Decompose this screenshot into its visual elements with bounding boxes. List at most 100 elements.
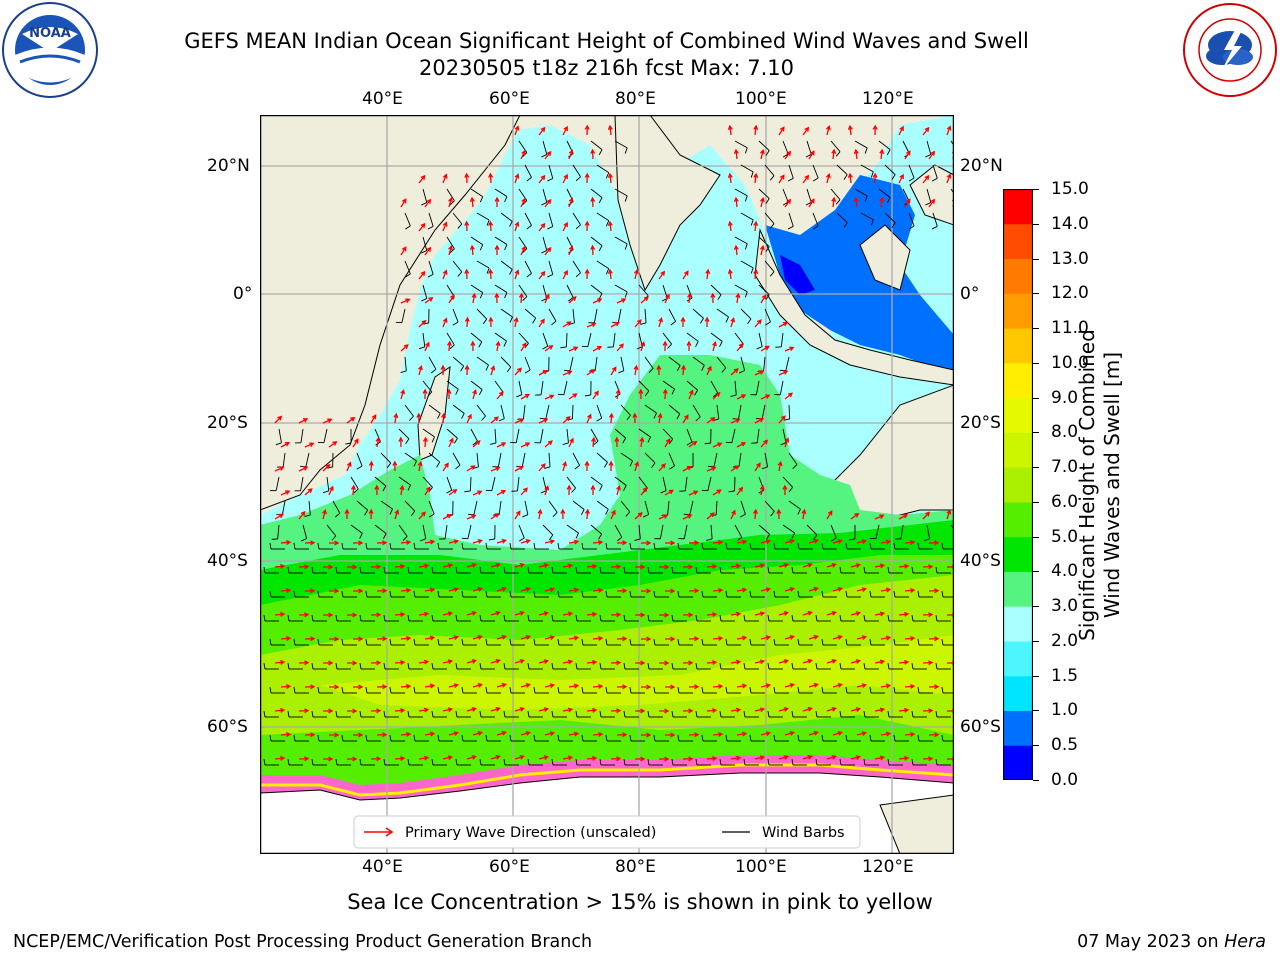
wind-barb-feather (626, 414, 631, 421)
lon-label-top-120e: 120°E (862, 89, 914, 109)
wind-barb-feather (557, 591, 560, 598)
wind-barb-feather (725, 543, 728, 550)
wind-barb-feather (701, 365, 705, 371)
wave-direction-arrowhead (590, 196, 596, 202)
wind-barb-feather (766, 533, 770, 540)
wind-barb-feather (797, 591, 800, 598)
wind-barb (540, 380, 544, 395)
wave-direction-arrow (520, 442, 530, 448)
wave-direction-arrow (898, 709, 909, 712)
wave-direction-arrow (562, 462, 567, 472)
wind-barb-feather (893, 639, 896, 646)
wave-direction-arrowhead (447, 563, 454, 569)
wave-direction-arrowhead (807, 706, 813, 712)
wave-direction-arrowhead (325, 463, 331, 469)
wind-barb-feather (527, 663, 530, 670)
wind-barb-feather (263, 711, 266, 718)
wave-direction-arrowhead (429, 683, 436, 689)
wind-barb-feather (548, 534, 554, 541)
wave-direction-arrow (826, 563, 836, 568)
wind-barb-feather (605, 220, 610, 227)
lat-label-right-0: 0° (960, 284, 980, 304)
wave-direction-arrowhead (420, 270, 426, 276)
wind-barb-feather (311, 711, 314, 718)
wave-direction-arrow (520, 246, 526, 256)
wind-barb (571, 404, 574, 420)
wave-direction-arrow (850, 708, 860, 712)
wind-barb (812, 212, 819, 227)
wave-direction-arrowhead (598, 683, 604, 689)
wind-barb (422, 428, 435, 438)
chart-title: GEFS MEAN Indian Ocean Significant Heigh… (184, 29, 1029, 53)
wave-direction-arrowhead (280, 755, 286, 761)
wind-barb-feather (712, 418, 719, 422)
wave-direction-arrowhead (727, 124, 733, 131)
wind-barb-feather (750, 267, 754, 274)
wave-direction-arrow (898, 174, 904, 184)
wind-barb (662, 380, 675, 390)
wave-direction-arrow (898, 565, 909, 568)
wave-direction-arrow (754, 756, 764, 760)
wind-barb (323, 428, 328, 443)
wave-direction-arrow (322, 510, 326, 520)
wave-direction-arrowhead (477, 730, 483, 736)
wind-barb-feather (791, 711, 794, 718)
wave-direction-arrow (466, 755, 476, 760)
wind-barb (758, 332, 763, 347)
wave-direction-arrowhead (930, 198, 936, 204)
wind-barb-feather (540, 490, 547, 494)
wave-direction-arrowhead (598, 539, 604, 545)
wind-barb-feather (593, 440, 599, 446)
wind-barb-feather (461, 735, 464, 742)
wave-direction-arrowhead (285, 490, 291, 495)
wind-barb-feather (437, 687, 440, 694)
wind-barb-feather (598, 293, 603, 300)
wave-direction-arrow (904, 685, 915, 688)
wind-barb (785, 356, 790, 371)
wind-barb-feather (526, 177, 532, 182)
wind-barb (594, 356, 598, 371)
wind-barb (780, 332, 784, 347)
wind-barb-feather (405, 438, 410, 444)
wave-direction-arrowhead (368, 508, 374, 514)
wind-barb (612, 332, 616, 347)
wind-barb-feather (311, 663, 314, 670)
wave-direction-arrow (394, 414, 397, 424)
wave-direction-arrow (394, 709, 405, 712)
wave-direction-arrowhead (899, 125, 904, 132)
wave-direction-arrow (466, 414, 472, 424)
wave-direction-arrowhead (741, 394, 747, 399)
wind-barb-feather (863, 615, 866, 622)
wind-barb-feather (575, 615, 578, 622)
wave-direction-arrow (274, 613, 285, 616)
wave-direction-arrow (754, 708, 764, 712)
wave-direction-arrowhead (831, 706, 837, 712)
wave-direction-arrowhead (540, 463, 546, 469)
wind-barb-feather (287, 615, 290, 622)
wind-barb-feather (581, 687, 584, 694)
wave-direction-arrowhead (429, 731, 436, 737)
wave-direction-arrow (400, 589, 411, 592)
wind-barb-feather (887, 759, 890, 766)
wind-barb (614, 428, 626, 439)
wave-direction-arrow (514, 418, 524, 424)
wave-direction-arrowhead (855, 659, 862, 664)
wind-barb-feather (695, 711, 698, 718)
wave-direction-arrowhead (490, 365, 496, 371)
wave-direction-arrow (826, 174, 830, 184)
wave-direction-arrowhead (471, 292, 477, 299)
wave-direction-arrow (729, 221, 732, 232)
wave-direction-arrowhead (567, 611, 574, 617)
wave-direction-arrow (514, 318, 518, 328)
wind-barb-feather (460, 365, 465, 372)
wave-direction-arrowhead (903, 659, 910, 665)
wave-direction-arrow (394, 510, 399, 520)
wave-direction-arrowhead (910, 683, 916, 689)
wind-barb (734, 284, 748, 293)
wind-barb-feather (427, 391, 433, 397)
wave-direction-arrowhead (470, 340, 476, 346)
wind-barb (644, 500, 650, 515)
wind-barb-feather (653, 687, 656, 694)
wave-direction-arrow (520, 635, 530, 640)
wave-direction-arrowhead (694, 636, 700, 642)
